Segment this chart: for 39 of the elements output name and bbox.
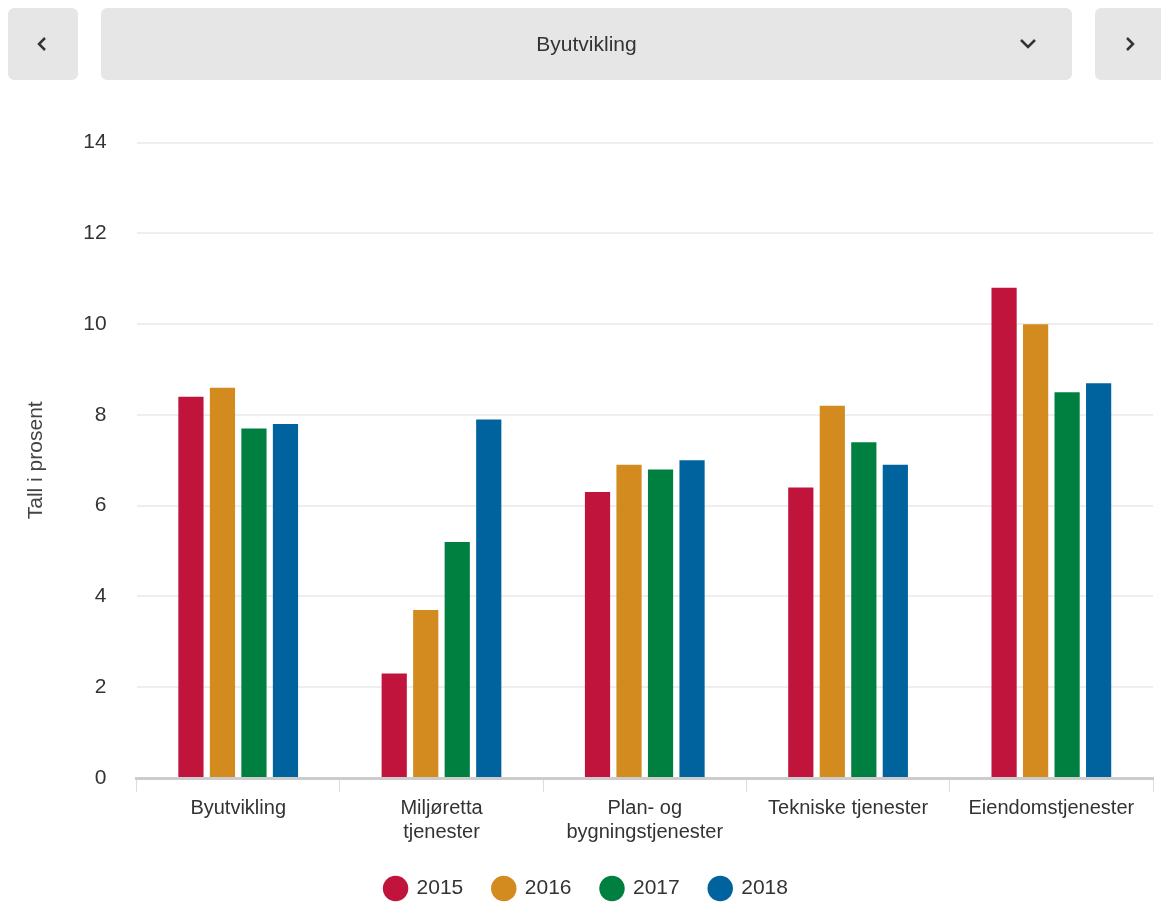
y-tick-label: 6 <box>94 492 107 516</box>
y-tick-label: 0 <box>94 764 107 788</box>
chart-title: Byutvikling <box>535 32 638 56</box>
bar <box>882 464 908 777</box>
bar <box>413 610 439 777</box>
bar <box>584 492 611 777</box>
y-tick-label: 2 <box>94 674 107 698</box>
bar <box>209 387 236 777</box>
bar <box>819 405 845 777</box>
x-tick-label: Plan- og bygningstjenester <box>566 795 724 842</box>
bar <box>1054 392 1080 777</box>
bar <box>679 460 705 777</box>
x-tick-label: Eiendomstjenester <box>968 795 1135 818</box>
legend-label: 2017 <box>633 875 680 899</box>
bar <box>991 287 1017 777</box>
y-tick-label: 10 <box>83 310 107 334</box>
bar <box>616 464 642 777</box>
y-axis-title: Tall i prosent <box>23 401 47 520</box>
bar <box>444 541 470 777</box>
bar <box>241 428 267 777</box>
bar <box>1086 383 1112 777</box>
legend-label: 2016 <box>524 875 572 899</box>
bar <box>381 673 407 777</box>
bar <box>272 423 299 777</box>
bar <box>476 419 502 777</box>
y-tick-label: 4 <box>94 583 107 607</box>
y-tick-label: 14 <box>83 129 107 153</box>
legend-label: 2015 <box>416 875 464 899</box>
bar <box>851 442 877 777</box>
bar <box>1023 324 1049 777</box>
legend-label: 2018 <box>741 875 788 899</box>
bar <box>788 487 814 777</box>
y-tick-label: 8 <box>94 401 107 425</box>
x-tick-label: Miljøretta tjenester <box>400 795 484 842</box>
x-tick-label: Byutvikling <box>190 795 287 818</box>
x-tick-label: Tekniske tjenester <box>768 795 929 818</box>
bar <box>647 469 674 777</box>
y-tick-label: 12 <box>83 220 107 244</box>
bar <box>178 396 204 777</box>
